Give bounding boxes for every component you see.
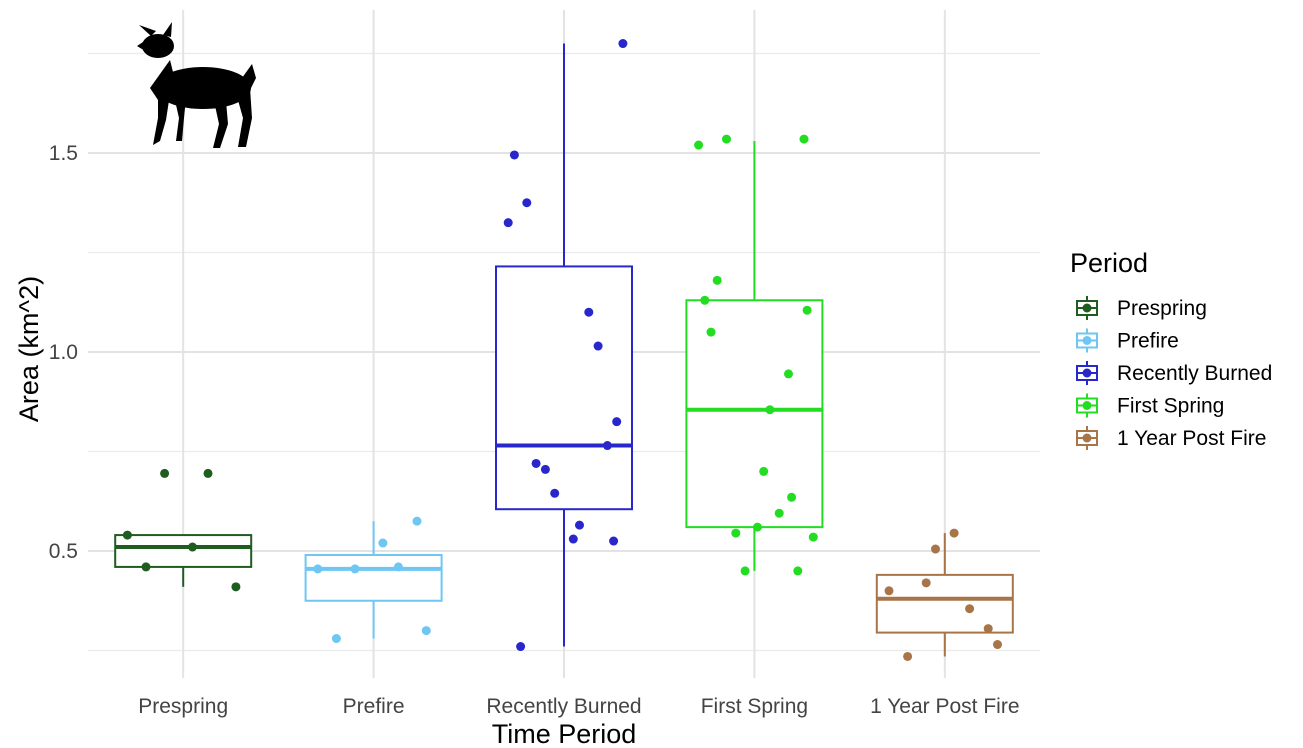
- data-point: [787, 492, 797, 502]
- data-point: [931, 544, 940, 554]
- data-point: [694, 140, 704, 150]
- data-point: [350, 564, 360, 574]
- point-layer: [122, 39, 1002, 661]
- axis-layer: 0.5 1.0 1.5 Prespring Prefire Recently Burned…: [49, 142, 1020, 718]
- data-point: [706, 327, 716, 337]
- x-tick-label: Prespring: [138, 695, 228, 718]
- data-point: [740, 566, 750, 576]
- data-point: [759, 466, 769, 476]
- x-tick-label: 1 Year Post Fire: [870, 695, 1019, 718]
- data-point: [965, 604, 975, 614]
- data-point: [793, 566, 803, 576]
- box-first-spring: [685, 141, 824, 571]
- box-rect: [114, 534, 253, 568]
- data-point: [141, 562, 151, 572]
- y-tick-label: 1.5: [49, 142, 78, 165]
- box-rect: [875, 573, 1014, 634]
- data-point: [722, 134, 731, 144]
- data-point: [712, 275, 722, 285]
- box-rect: [304, 553, 443, 602]
- box-layer: [114, 43, 1014, 657]
- data-point: [331, 634, 341, 644]
- box-prespring: [114, 534, 253, 587]
- legend-label: Recently Burned: [1117, 362, 1272, 385]
- data-point: [602, 441, 612, 451]
- data-point: [188, 542, 197, 552]
- legend-label: 1 Year Post Fire: [1117, 427, 1266, 450]
- data-point: [593, 341, 603, 351]
- data-point: [949, 528, 959, 538]
- box-prefire: [304, 521, 443, 639]
- box-recently-burned: [495, 43, 633, 647]
- x-tick-label: First Spring: [701, 695, 808, 718]
- legend-key-point: [1082, 368, 1092, 378]
- data-point: [203, 468, 213, 478]
- data-point: [983, 624, 993, 634]
- legend-label: Prefire: [1117, 330, 1179, 353]
- y-tick-label: 0.5: [49, 540, 78, 563]
- data-point: [903, 651, 913, 661]
- legend-key-point: [1082, 433, 1092, 443]
- legend-title: Period: [1070, 248, 1148, 278]
- data-point: [516, 642, 526, 652]
- box-rect: [495, 265, 633, 511]
- data-point: [421, 626, 431, 636]
- data-point: [784, 369, 793, 379]
- legend-key-point: [1082, 303, 1092, 313]
- data-point: [700, 295, 710, 305]
- x-tick-label: Recently Burned: [486, 695, 641, 718]
- legend-item-1-year-post-fire: 1 Year Post Fire: [1076, 426, 1266, 450]
- legend-label: Prespring: [1117, 297, 1207, 320]
- legend-item-recently-burned: Recently Burned: [1076, 361, 1272, 385]
- data-point: [160, 468, 170, 478]
- data-point: [808, 532, 818, 542]
- data-point: [393, 562, 403, 572]
- data-point: [993, 640, 1002, 650]
- data-point: [540, 464, 550, 474]
- legend: Period Prespring Prefire Recently Burned Fi…: [1070, 248, 1272, 450]
- data-point: [568, 534, 578, 544]
- box-rect: [685, 299, 824, 529]
- x-axis-title: Time Period: [492, 719, 637, 748]
- legend-item-prespring: Prespring: [1076, 296, 1207, 320]
- data-point: [609, 536, 619, 546]
- y-axis-title: Area (km^2): [14, 276, 44, 422]
- data-point: [531, 458, 541, 468]
- data-point: [522, 198, 532, 208]
- box-1-year-post-fire: [875, 533, 1014, 657]
- data-point: [550, 488, 560, 498]
- data-point: [575, 520, 584, 530]
- legend-item-first-spring: First Spring: [1076, 393, 1224, 418]
- x-tick-label: Prefire: [343, 695, 405, 718]
- data-point: [774, 508, 784, 518]
- data-point: [412, 516, 422, 526]
- data-point: [753, 522, 762, 532]
- deer-silhouette-icon: [137, 22, 256, 148]
- data-point: [612, 417, 622, 427]
- data-point: [921, 578, 931, 588]
- data-point: [122, 530, 132, 540]
- legend-key-point: [1082, 401, 1092, 410]
- data-point: [799, 134, 809, 144]
- data-point: [231, 582, 241, 592]
- data-point: [378, 538, 388, 548]
- data-point: [503, 218, 513, 228]
- data-point: [802, 305, 812, 315]
- data-point: [731, 528, 741, 538]
- data-point: [884, 586, 894, 596]
- data-point: [765, 405, 775, 415]
- data-point: [313, 564, 323, 574]
- legend-item-prefire: Prefire: [1076, 328, 1179, 353]
- data-point: [618, 39, 628, 49]
- legend-label: First Spring: [1117, 395, 1224, 418]
- data-point: [584, 307, 594, 317]
- y-tick-label: 1.0: [49, 341, 78, 364]
- legend-key-point: [1082, 336, 1092, 345]
- data-point: [509, 150, 519, 160]
